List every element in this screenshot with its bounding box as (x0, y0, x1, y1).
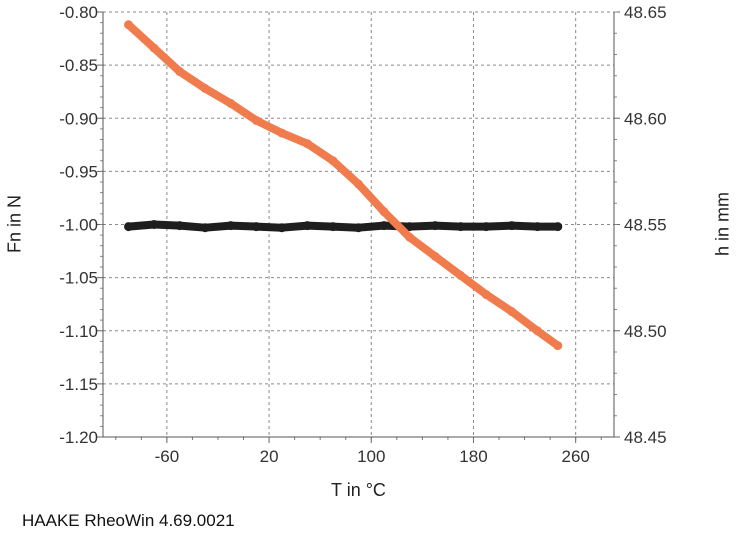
data-point (354, 179, 363, 189)
series-h (124, 20, 563, 351)
y-right-tick-label: 48.60 (624, 109, 667, 128)
data-point (277, 223, 287, 233)
data-point (328, 222, 338, 232)
data-point (507, 221, 517, 231)
data-point (532, 222, 542, 232)
data-point (251, 115, 261, 125)
data-point (277, 128, 287, 138)
x-tick-label: 180 (459, 447, 487, 466)
y-right-tick-label: 48.45 (624, 428, 667, 447)
data-point (430, 251, 440, 261)
y-left-tick-label: -0.95 (59, 162, 98, 181)
y-left-tick-label: -1.10 (59, 322, 98, 341)
data-point (532, 326, 542, 336)
plot-frame (97, 11, 620, 443)
data-point (175, 221, 185, 231)
data-point (456, 271, 466, 280)
y-right-tick-label: 48.65 (624, 3, 667, 22)
data-point (124, 222, 134, 232)
data-point (226, 98, 236, 108)
y-left-tick-label: -0.85 (59, 56, 98, 75)
data-point (200, 223, 210, 233)
data-point (379, 207, 389, 217)
series-line (124, 220, 562, 232)
data-point (328, 156, 338, 166)
data-point (456, 222, 466, 232)
x-axis-label: T in °C (331, 480, 386, 500)
x-tick-label: -60 (155, 447, 180, 466)
data-point (481, 222, 491, 232)
data-point (149, 43, 159, 53)
tick-labels: -60 20 100 180 260 -0.80 -0.85 -0.90 -0.95 -1.00 -… (59, 3, 666, 466)
data-point (175, 67, 185, 76)
data-point (302, 221, 312, 231)
data-point (430, 221, 440, 231)
data-point (507, 307, 517, 317)
x-tick-label: 20 (260, 447, 279, 466)
data-point (405, 222, 415, 232)
y-left-tick-label: -1.05 (59, 269, 98, 288)
data-point (149, 220, 159, 229)
y-left-tick-label: -0.80 (59, 3, 98, 22)
y-left-tick-label: -1.00 (59, 216, 98, 235)
y-left-axis-label: Fn in N (4, 195, 24, 253)
data-point (200, 84, 210, 93)
software-version: HAAKE RheoWin 4.69.0021 (22, 511, 235, 530)
data-point (379, 221, 389, 231)
series-fn (124, 220, 563, 233)
y-left-tick-label: -1.20 (59, 428, 98, 447)
y-right-tick-label: 48.50 (624, 322, 667, 341)
data-point (251, 222, 261, 232)
data-point (481, 290, 491, 300)
x-tick-label: 260 (561, 447, 589, 466)
y-left-tick-label: -1.15 (59, 375, 98, 394)
y-right-axis-label: h in mm (712, 192, 732, 256)
series-line (124, 20, 562, 350)
data-point (553, 222, 563, 232)
y-right-tick-label: 48.55 (624, 216, 667, 235)
x-tick-label: 100 (357, 447, 385, 466)
series-layer (124, 20, 563, 351)
data-point (302, 139, 312, 149)
data-point (124, 20, 134, 30)
data-point (226, 221, 236, 231)
data-point (354, 223, 363, 233)
data-point (553, 341, 563, 351)
data-point (405, 232, 415, 242)
y-left-tick-label: -0.90 (59, 109, 98, 128)
